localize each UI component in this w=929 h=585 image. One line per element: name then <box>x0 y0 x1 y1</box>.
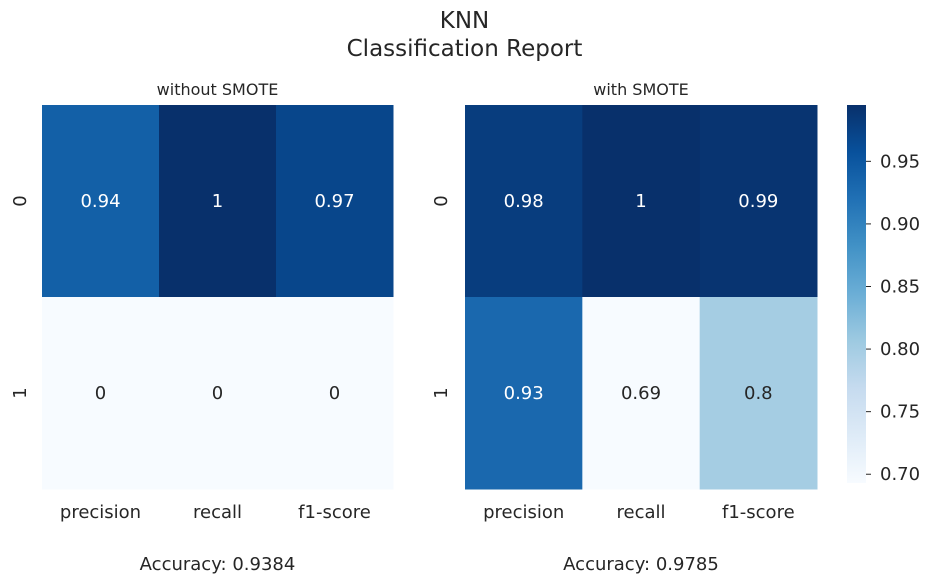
x-tick-label: f1-score <box>298 502 371 523</box>
cell-value-label: 0 <box>95 383 106 404</box>
figure-title-line-2: Classification Report <box>346 36 583 62</box>
cell-value-label: 1 <box>635 191 646 212</box>
heatmap-cell-p1-r1-c2 <box>699 297 818 490</box>
x-tick-label: recall <box>616 502 665 523</box>
right-accuracy-label: Accuracy: 0.9785 <box>563 554 719 575</box>
colorbar-tick-label: 0.80 <box>880 339 920 360</box>
cell-value-label: 0.97 <box>314 191 354 212</box>
cell-value-label: 0.98 <box>504 191 544 212</box>
heatmap-cell-p0-r1-c2 <box>276 297 394 490</box>
colorbar-tick-label: 0.85 <box>880 276 920 297</box>
colorbar <box>847 105 866 483</box>
colorbar-tick-label: 0.70 <box>880 464 920 485</box>
x-tick-label: recall <box>193 502 242 523</box>
colorbar-tick-label: 0.95 <box>880 151 920 172</box>
figure-title-line-1: KNN <box>439 8 490 34</box>
cell-value-label: 0.99 <box>738 191 778 212</box>
cell-value-label: 0 <box>212 383 223 404</box>
x-tick-label: f1-score <box>722 502 795 523</box>
y-tick-label: 1 <box>10 387 31 398</box>
heatmap-cell-p0-r0-c0 <box>42 105 160 298</box>
heatmap-cell-p0-r1-c1 <box>159 297 277 490</box>
heatmap-cell-p1-r0-c1 <box>582 105 701 298</box>
cell-value-label: 0.94 <box>80 191 120 212</box>
cell-value-label: 0.93 <box>504 383 544 404</box>
heatmap-cell-p0-r0-c1 <box>159 105 277 298</box>
heatmap-cell-p1-r0-c0 <box>465 105 583 298</box>
x-tick-label: precision <box>60 502 141 523</box>
left-panel-title: without SMOTE <box>156 80 279 99</box>
left-accuracy-label: Accuracy: 0.9384 <box>139 554 296 575</box>
y-tick-label: 0 <box>431 195 452 206</box>
y-tick-label: 0 <box>10 195 31 206</box>
heatmap-cell-p1-r1-c0 <box>465 297 583 490</box>
right-panel-title: with SMOTE <box>593 80 689 99</box>
colorbar-tick-label: 0.90 <box>880 214 920 235</box>
cell-value-label: 1 <box>212 191 223 212</box>
x-tick-label: precision <box>483 502 564 523</box>
cell-value-label: 0 <box>329 383 340 404</box>
heatmap-cell-p0-r0-c2 <box>276 105 394 298</box>
heatmap-cell-p0-r1-c0 <box>42 297 160 490</box>
heatmap-cell-p1-r0-c2 <box>699 105 818 298</box>
y-tick-label: 1 <box>431 387 452 398</box>
cell-value-label: 0.8 <box>744 383 773 404</box>
heatmap-cell-p1-r1-c1 <box>582 297 701 490</box>
colorbar-tick-label: 0.75 <box>880 402 920 423</box>
cell-value-label: 0.69 <box>621 383 661 404</box>
